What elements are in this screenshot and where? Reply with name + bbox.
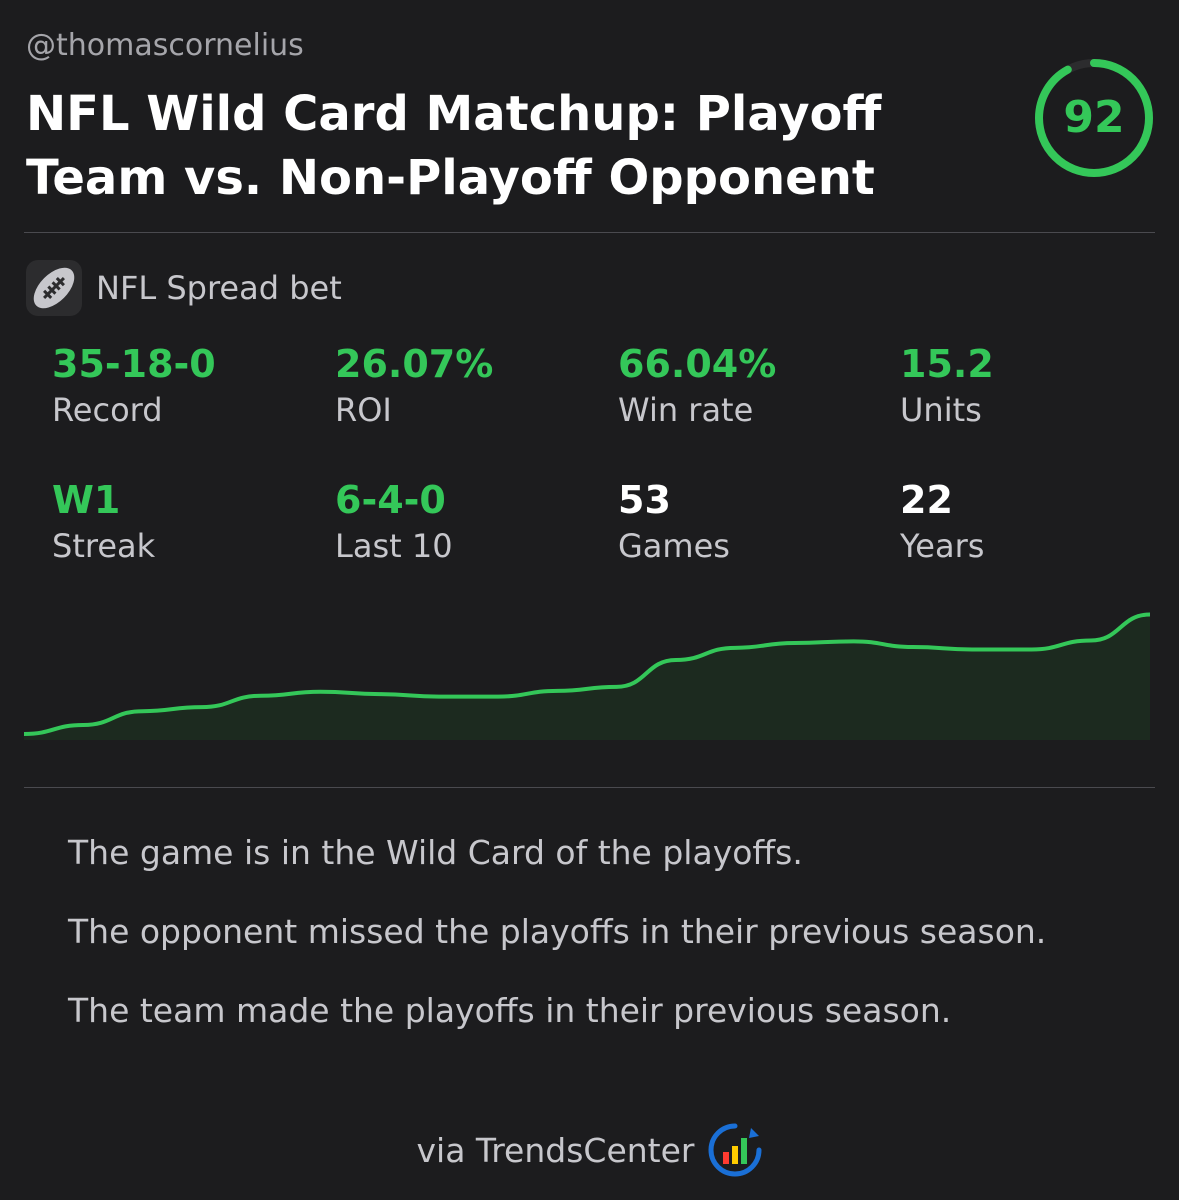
- stat-value: 6-4-0: [335, 478, 446, 522]
- stat-label: Last 10: [335, 527, 453, 565]
- handle[interactable]: @thomascornelius: [26, 28, 304, 63]
- bet-type: NFL Spread bet: [26, 260, 342, 316]
- score-ring: [1035, 59, 1153, 177]
- stat-record: 35-18-0 Record: [52, 341, 312, 433]
- condition-item: The game is in the Wild Card of the play…: [68, 833, 803, 872]
- stat-value: 22: [900, 478, 953, 522]
- stat-label: ROI: [335, 391, 392, 429]
- stat-label: Win rate: [618, 391, 754, 429]
- stat-value: 53: [618, 478, 671, 522]
- footer-text[interactable]: via TrendsCenter: [416, 1130, 695, 1170]
- stat-value: W1: [52, 478, 121, 522]
- stat-label: Record: [52, 391, 163, 429]
- page-title: NFL Wild Card Matchup: Playoff Team vs. …: [26, 86, 882, 206]
- chart-area-fill: [24, 614, 1150, 740]
- football-icon: [26, 260, 82, 316]
- score-value: 92: [1063, 92, 1125, 143]
- condition-item: The opponent missed the playoffs in thei…: [68, 912, 1047, 951]
- condition-item: The team made the playoffs in their prev…: [68, 991, 952, 1030]
- stat-label: Units: [900, 391, 982, 429]
- units-trend-chart: [24, 612, 1150, 740]
- stat-label: Years: [900, 527, 985, 565]
- stat-value: 66.04%: [618, 342, 777, 386]
- stat-value: 35-18-0: [52, 342, 216, 386]
- stat-value: 15.2: [900, 342, 994, 386]
- trendscenter-logo-icon: [708, 1123, 761, 1177]
- footer: via TrendsCenter: [0, 1122, 1179, 1178]
- stat-units: 15.2 Units: [900, 341, 1160, 433]
- stat-win-rate: 66.04% Win rate: [618, 341, 878, 433]
- stat-label: Games: [618, 527, 730, 565]
- stat-games: 53 Games: [618, 477, 878, 569]
- chart-series-line: [24, 612, 1150, 736]
- stat-label: Streak: [52, 527, 156, 565]
- stat-value: 26.07%: [335, 342, 494, 386]
- score-progress-arc: [1035, 59, 1153, 177]
- conditions-list: The game is in the Wild Card of the play…: [68, 830, 1046, 1067]
- stat-roi: 26.07% ROI: [335, 341, 595, 433]
- stat-streak: W1 Streak: [52, 477, 312, 569]
- bet-type-label: NFL Spread bet: [96, 269, 342, 307]
- stat-years: 22 Years: [900, 477, 1160, 569]
- score-badge: 92: [1033, 57, 1155, 179]
- divider: [24, 232, 1155, 233]
- stat-last-10: 6-4-0 Last 10: [335, 477, 595, 569]
- divider: [24, 787, 1155, 788]
